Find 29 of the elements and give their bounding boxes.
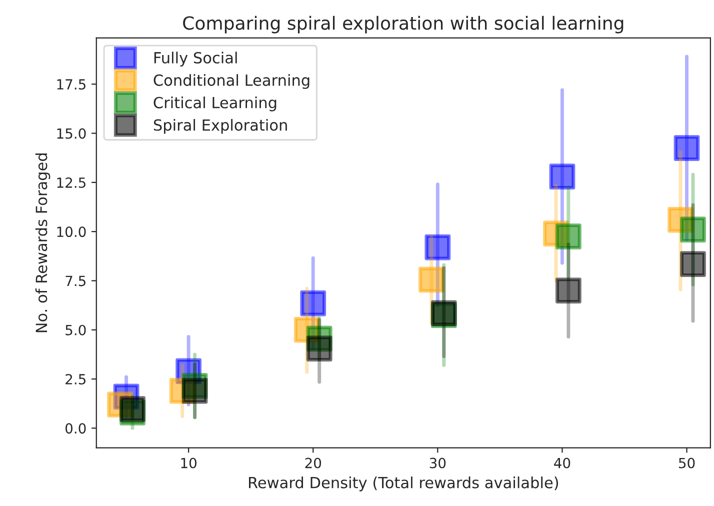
point [680,251,706,277]
y-tick-label: 2.5 [66,374,86,384]
point [556,278,582,304]
legend-label: Spiral Exploration [154,118,287,134]
legend-label: Critical Learning [154,96,276,112]
x-tick-label: 10 [181,458,196,468]
legend-label: Fully Social [154,52,237,66]
point [306,336,332,362]
y-tick-label: 7.5 [66,276,86,286]
point [556,224,582,250]
y-tick-label: 0.0 [65,423,86,434]
x-axis-title: Reward Density (Total rewards available) [248,476,558,492]
point [182,378,208,404]
x-tick-label: 40 [554,458,570,468]
y-axis-title: No. of Rewards Foraged [35,154,50,332]
x-tick-label: 50 [679,458,695,468]
y-tick-label: 15.0 [57,128,86,139]
y-tick-label: 12.5 [57,177,86,188]
y-tick-label: 17.5 [57,79,86,90]
point [549,164,576,190]
x-tick-label: 30 [430,458,446,468]
chart-title: Comparing spiral exploration with social learning [183,16,624,34]
point [680,216,706,243]
y-tick-label: 10.0 [57,226,86,238]
point [674,135,700,161]
x-tick-label: 20 [305,458,322,468]
point [418,266,444,293]
y-tick-label: 5.0 [66,324,86,336]
legend-label: Conditional Learning [154,74,310,89]
